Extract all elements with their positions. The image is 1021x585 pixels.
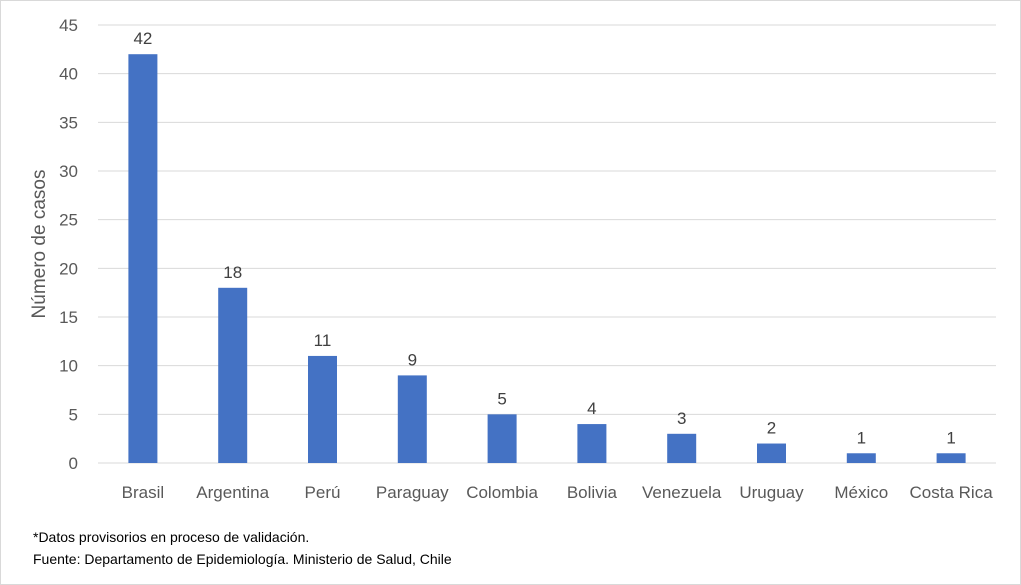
y-tick-label: 35 [59,113,78,132]
data-label: 11 [314,331,332,350]
data-label: 2 [767,419,776,438]
gridlines [98,24,996,415]
data-label: 1 [946,428,955,447]
data-label: 42 [133,29,152,48]
bar-méxico [846,453,876,463]
x-tick-label: Uruguay [739,483,804,502]
bar-colombia [487,414,517,463]
y-tick-label: 5 [69,405,78,424]
y-tick-label: 40 [59,65,78,84]
bar-costa-rica [936,453,966,463]
bar-uruguay [757,443,786,463]
footnote-source: Fuente: Departamento de Epidemiología. M… [33,551,452,567]
x-tick-label: Bolivia [567,483,618,502]
y-tick-label: 0 [69,454,78,473]
x-tick-label: Argentina [196,483,269,502]
x-tick-label: Venezuela [642,483,722,502]
data-label: 18 [223,263,242,282]
y-axis-label: Número de casos [29,170,50,319]
x-tick-label: Brasil [122,483,165,502]
y-tick-label: 45 [59,16,78,35]
x-tick-label: Paraguay [376,483,449,502]
y-tick-label: 25 [59,211,78,230]
footnote-provisional: *Datos provisorios en proceso de validac… [33,529,310,545]
bar-venezuela [667,433,697,463]
bar-argentina [218,287,248,463]
bar-perú [308,355,337,463]
y-tick-label: 15 [59,308,78,327]
bar-brasil [128,54,158,463]
data-label: 5 [497,389,506,408]
bars [128,54,966,463]
data-label: 1 [857,428,866,447]
bar-paraguay [397,375,427,463]
y-tick-label: 30 [59,162,78,181]
x-axis-ticks: Brasil Argentina Perú Paraguay Colombia Boliv… [122,483,994,502]
data-label: 4 [587,399,596,418]
x-tick-label: Colombia [466,483,538,502]
bar-bolivia [577,424,607,463]
y-axis-ticks: 0 5 10 15 20 25 30 35 40 45 [59,16,78,473]
y-tick-label: 20 [59,259,78,278]
data-label: 9 [408,350,417,369]
x-tick-label: Perú [305,483,341,502]
y-tick-label: 10 [59,357,78,376]
x-tick-label: Costa Rica [910,483,994,502]
data-label: 3 [677,409,686,428]
x-tick-label: México [834,483,888,502]
